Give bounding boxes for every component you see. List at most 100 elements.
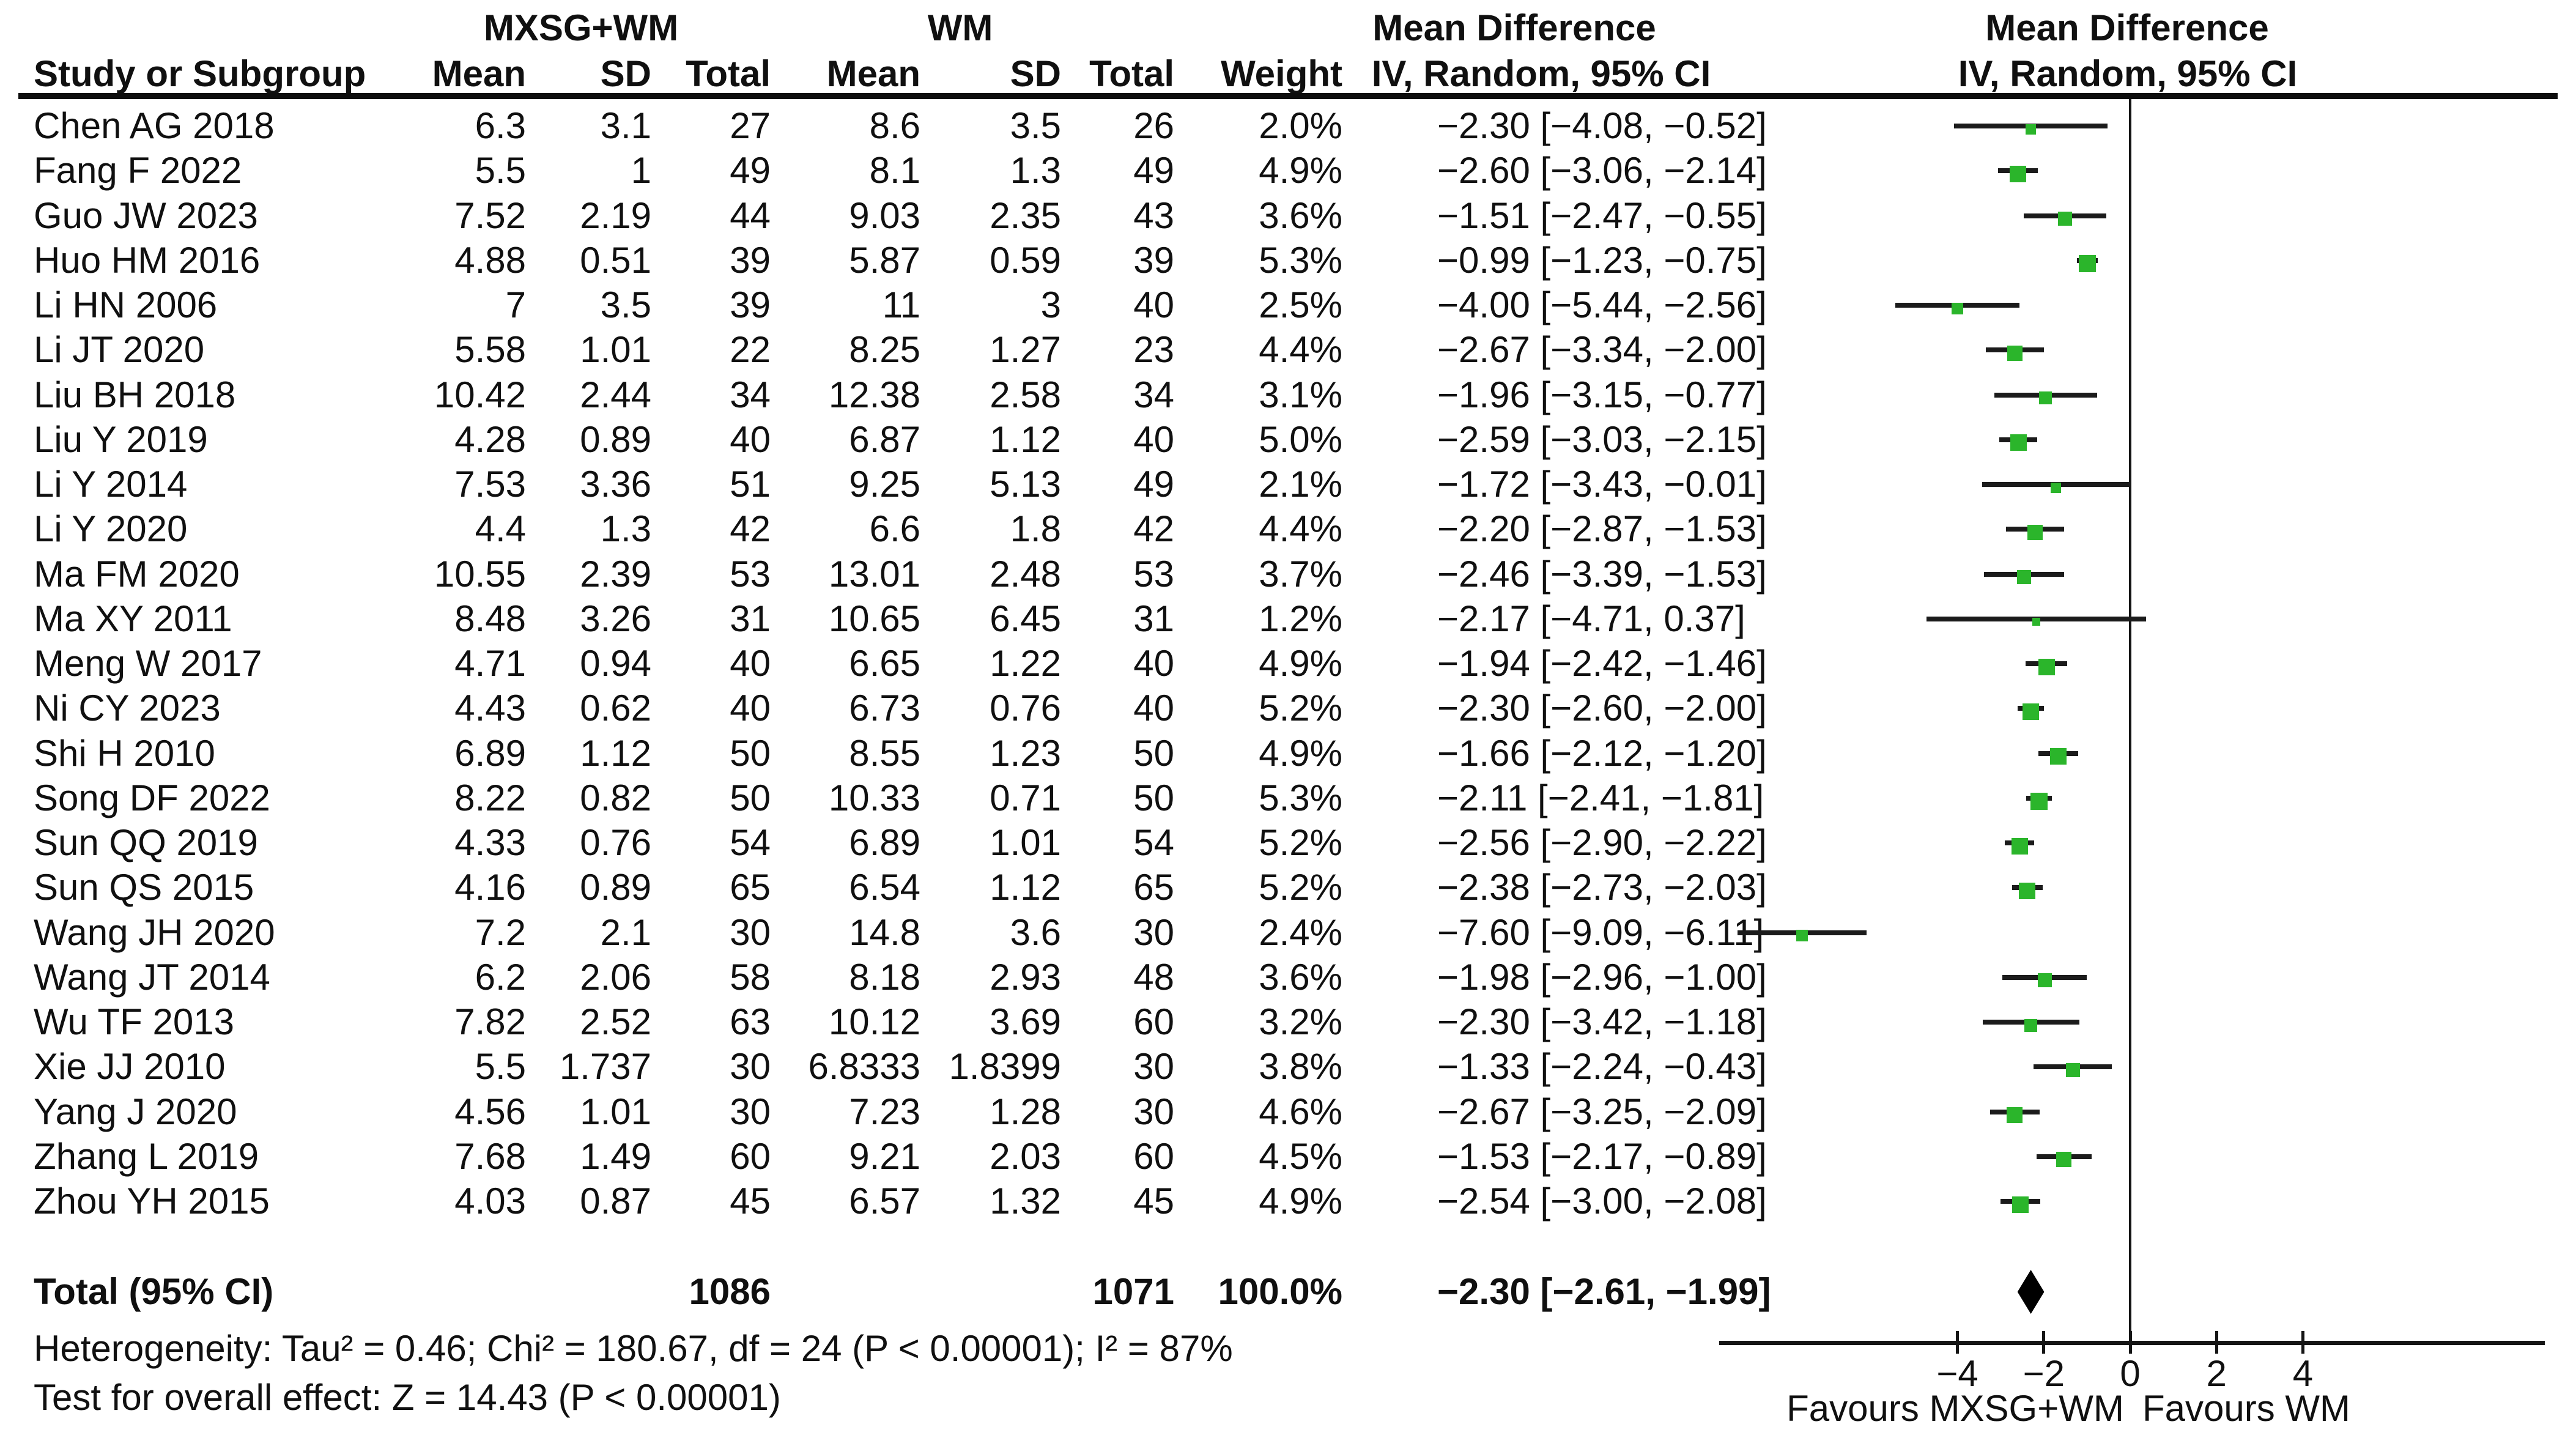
sd1-value: 2.19 [580,195,651,236]
total2-value: 60 [1133,1001,1174,1042]
point-estimate-marker [2024,1018,2038,1032]
weight-value: 3.7% [1259,553,1342,595]
column-header-study: Study or Subgroup [34,53,366,94]
weight-value: 3.2% [1259,1001,1342,1042]
sd1-value: 2.44 [580,374,651,415]
total2-value: 30 [1133,1046,1174,1088]
column-header-sd1: SD [600,53,651,94]
axis-tick [2042,1331,2046,1354]
weight-value: 4.9% [1259,150,1342,191]
sd2-value: 2.48 [990,553,1061,595]
weight-value: 3.6% [1259,956,1342,998]
total1-value: 45 [730,1181,771,1222]
total1-value: 30 [730,1046,771,1088]
mean1-value: 8.48 [454,598,526,639]
weight-value: 5.2% [1259,867,1342,908]
sd1-value: 3.36 [580,464,651,505]
weight-value: 2.1% [1259,464,1342,505]
weight-value: 5.2% [1259,822,1342,863]
weight-value: 2.0% [1259,105,1342,146]
sd2-value: 0.59 [990,239,1061,281]
weight-value: 5.2% [1259,688,1342,729]
total1-value: 27 [730,105,771,146]
total2-value: 30 [1133,911,1174,953]
group1-header: MXSG+WM [483,7,679,48]
sd1-value: 3.26 [580,598,651,639]
ci-text: −2.20 [−2.87, −1.53] [1437,508,1767,550]
point-estimate-marker [2026,124,2037,135]
weight-value: 3.6% [1259,195,1342,236]
sd1-value: 2.52 [580,1001,651,1042]
total2-value: 30 [1133,1091,1174,1132]
sd1-value: 2.06 [580,956,651,998]
total1-value: 30 [730,1091,771,1132]
total-weight: 100.0% [1218,1271,1343,1312]
total2-value: 43 [1133,195,1174,236]
point-estimate-marker [2023,703,2040,720]
sd1-value: 0.62 [580,688,651,729]
axis-tick-label: 2 [2206,1353,2227,1394]
mean2-value: 6.73 [849,688,920,729]
mean2-value: 11 [882,284,920,325]
point-estimate-marker [2050,748,2067,765]
point-estimate-marker [1796,930,1808,941]
total2-value: 45 [1133,1181,1174,1222]
ci-text: −2.67 [−3.25, −2.09] [1437,1091,1767,1132]
mean1-value: 10.55 [434,553,526,595]
header-rule [18,93,2558,99]
column-header-sd2: SD [1010,53,1061,94]
study-label: Li Y 2014 [34,464,188,505]
total1-value: 50 [730,777,771,818]
zero-line [2129,99,2131,1343]
sd1-value: 2.39 [580,553,651,595]
total2-value: 40 [1133,418,1174,460]
point-estimate-marker [1952,302,1964,314]
overall-effect-test: Test for overall effect: Z = 14.43 (P < … [34,1377,781,1418]
weight-value: 4.6% [1259,1091,1342,1132]
weight-value: 4.9% [1259,732,1342,774]
study-label: Meng W 2017 [34,643,262,684]
weight-value: 4.4% [1259,329,1342,371]
study-label: Wu TF 2013 [34,1001,234,1042]
ci-text: −2.56 [−2.90, −2.22] [1437,822,1767,863]
total1-value: 44 [730,195,771,236]
point-estimate-marker [2007,345,2023,361]
study-label: Yang J 2020 [34,1091,237,1132]
sd2-value: 1.28 [990,1091,1061,1132]
sd1-value: 1.49 [580,1135,651,1177]
total1-value: 53 [730,553,771,595]
sd1-value: 1 [631,150,651,191]
total2-value: 48 [1133,956,1174,998]
point-estimate-marker [2007,1107,2023,1123]
mean1-value: 4.43 [454,688,526,729]
total2-value: 60 [1133,1135,1174,1177]
point-estimate-marker [2056,1152,2072,1168]
mean2-value: 5.87 [849,239,920,281]
weight-value: 3.1% [1259,374,1342,415]
sd2-value: 1.8399 [949,1046,1061,1088]
ci-text: −2.46 [−3.39, −1.53] [1437,553,1767,595]
study-label: Zhou YH 2015 [34,1181,270,1222]
total1-value: 42 [730,508,771,550]
sd2-value: 2.58 [990,374,1061,415]
ci-text: −2.17 [−4.71, 0.37] [1437,598,1745,639]
ci-text: −1.72 [−3.43, −0.01] [1437,464,1767,505]
sd1-value: 0.51 [580,239,651,281]
study-label: Ma FM 2020 [34,553,240,595]
total1-value: 30 [730,911,771,953]
sd1-value: 1.12 [580,732,651,774]
mean1-value: 4.88 [454,239,526,281]
total1-value: 39 [730,239,771,281]
ci-text: −2.30 [−4.08, −0.52] [1437,105,1767,146]
study-label: Chen AG 2018 [34,105,275,146]
favours-left-label: Favours MXSG+WM [1786,1388,2124,1429]
sd2-value: 1.32 [990,1181,1061,1222]
ci-text: −2.67 [−3.34, −2.00] [1437,329,1767,371]
total1-value: 40 [730,418,771,460]
total1-value: 65 [730,867,771,908]
ci-text: −2.30 [−3.42, −1.18] [1437,1001,1767,1042]
sd1-value: 1.01 [580,1091,651,1132]
weight-value: 5.3% [1259,777,1342,818]
total2-value: 26 [1133,105,1174,146]
